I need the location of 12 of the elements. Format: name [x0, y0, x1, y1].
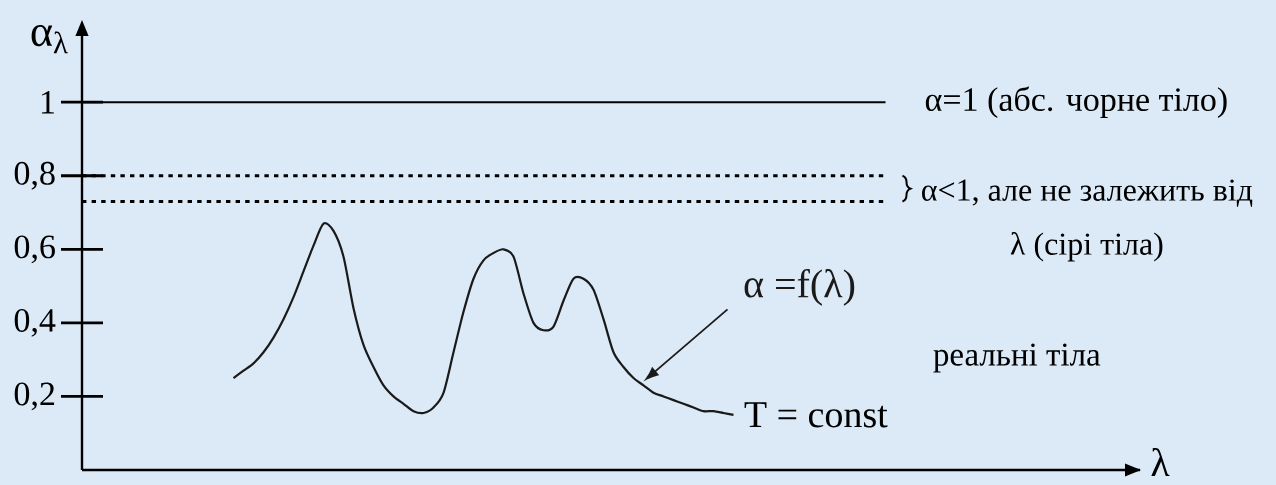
y-tick-label: 0,4 [14, 308, 56, 337]
y-tick-label: 0,6 [14, 235, 55, 264]
y-axis-title: α$_{λ}$ [31, 25, 68, 54]
text: T = const [744, 402, 888, 428]
text: λ [1151, 447, 1170, 477]
ref-line-label: α=1 (абс. чорне тіло) [925, 86, 1227, 118]
text: α =f(λ) [744, 269, 855, 306]
text: реальні тіла [933, 343, 1101, 373]
text: α<1, але не залежить від λ (сірі тіла) [922, 179, 1253, 262]
y-tick-label: 0,8 [14, 161, 55, 190]
y-tick-label: 1 [41, 90, 54, 114]
y-tick-label: 0,2 [14, 382, 55, 411]
